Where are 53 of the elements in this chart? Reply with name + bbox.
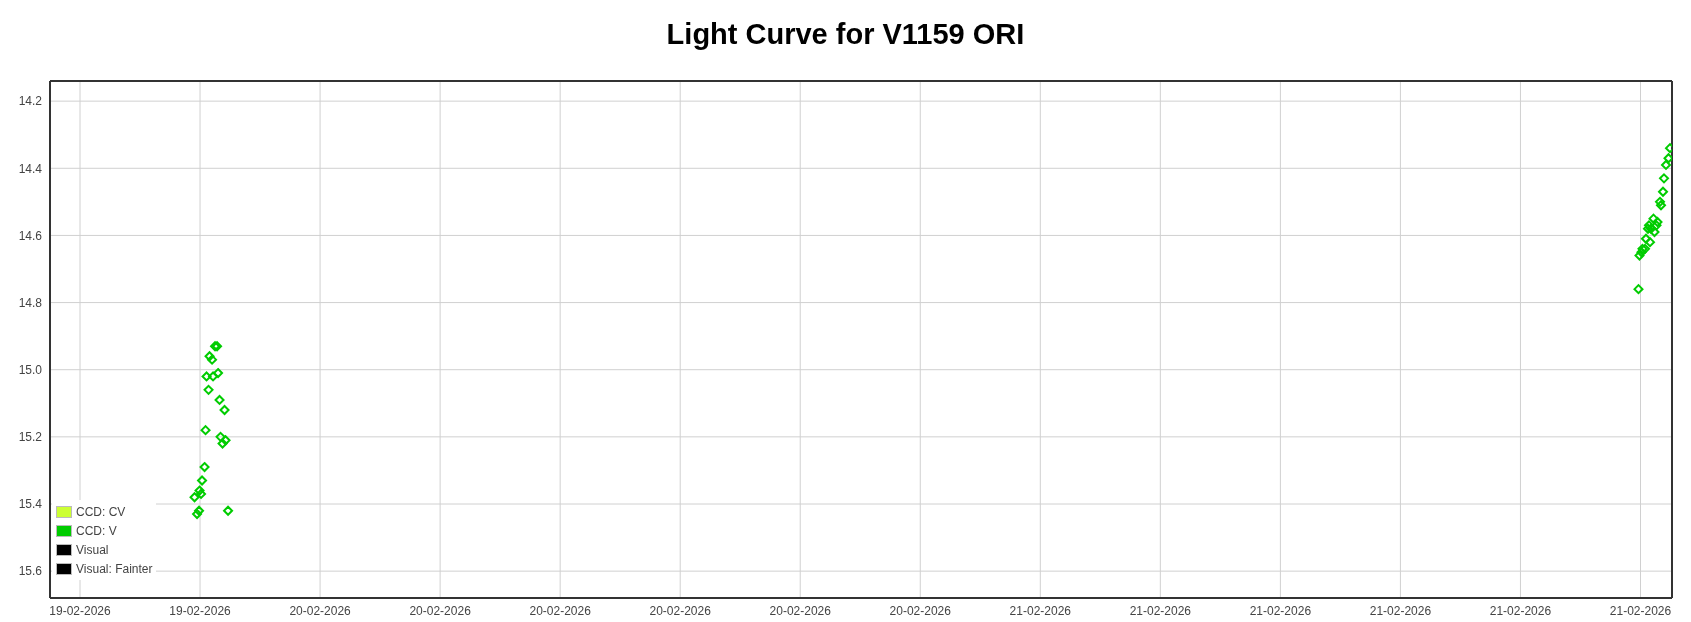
- point: [1644, 237, 1655, 248]
- x-tick-label: 20-02-2026: [409, 603, 472, 618]
- point: [189, 492, 200, 503]
- point: [219, 405, 230, 415]
- x-tick-label: 21-02-2026: [1369, 603, 1432, 618]
- x-tick-label: 21-02-2026: [1489, 603, 1552, 618]
- point: [1640, 233, 1651, 244]
- x-tick-label: 20-02-2026: [889, 603, 952, 618]
- point: [197, 475, 208, 486]
- y-tick-label: 14.2: [18, 94, 43, 109]
- point: [201, 371, 212, 382]
- point: [1656, 200, 1666, 211]
- point: [1655, 196, 1665, 207]
- point: [213, 368, 224, 379]
- point: [208, 371, 219, 382]
- point: [203, 384, 214, 395]
- legend-label: CCD: V: [76, 523, 117, 538]
- point: [1633, 284, 1644, 295]
- legend-label: CCD: CV: [76, 504, 126, 519]
- x-tick-label: 21-02-2026: [1009, 603, 1072, 618]
- chart-title: Light Curve for V1159 ORI: [665, 17, 1026, 52]
- point: [223, 505, 234, 516]
- legend-label: Visual: Fainter: [76, 561, 153, 576]
- point: [1648, 213, 1659, 224]
- point: [194, 505, 205, 516]
- point: [1652, 217, 1663, 227]
- point: [1658, 186, 1668, 197]
- x-tick-label: 20-02-2026: [649, 603, 712, 618]
- y-tick-label: 15.4: [18, 497, 43, 512]
- point: [215, 431, 226, 442]
- x-tick-label: 20-02-2026: [529, 603, 592, 618]
- x-tick-label: 21-02-2026: [1249, 603, 1312, 618]
- y-tick-label: 14.4: [18, 161, 43, 176]
- y-tick-label: 15.0: [18, 362, 43, 377]
- y-tick-label: 14.8: [18, 295, 43, 310]
- point: [1649, 227, 1660, 238]
- x-tick-label: 19-02-2026: [169, 603, 232, 618]
- point: [214, 394, 225, 405]
- y-tick-label: 15.2: [18, 430, 43, 445]
- x-tick-label: 20-02-2026: [289, 603, 352, 618]
- point: [1663, 153, 1672, 164]
- point: [1659, 173, 1669, 184]
- legend-label: Visual: [76, 542, 109, 557]
- point: [200, 425, 211, 436]
- x-tick-label: 21-02-2026: [1609, 603, 1672, 618]
- x-tick-label: 20-02-2026: [769, 603, 832, 618]
- y-tick-label: 15.6: [18, 564, 43, 579]
- x-tick-label: 21-02-2026: [1129, 603, 1192, 618]
- point: [192, 509, 203, 520]
- y-tick-label: 14.6: [18, 228, 43, 243]
- point: [1661, 159, 1671, 170]
- x-tick-label: 19-02-2026: [49, 603, 112, 618]
- point: [199, 462, 210, 473]
